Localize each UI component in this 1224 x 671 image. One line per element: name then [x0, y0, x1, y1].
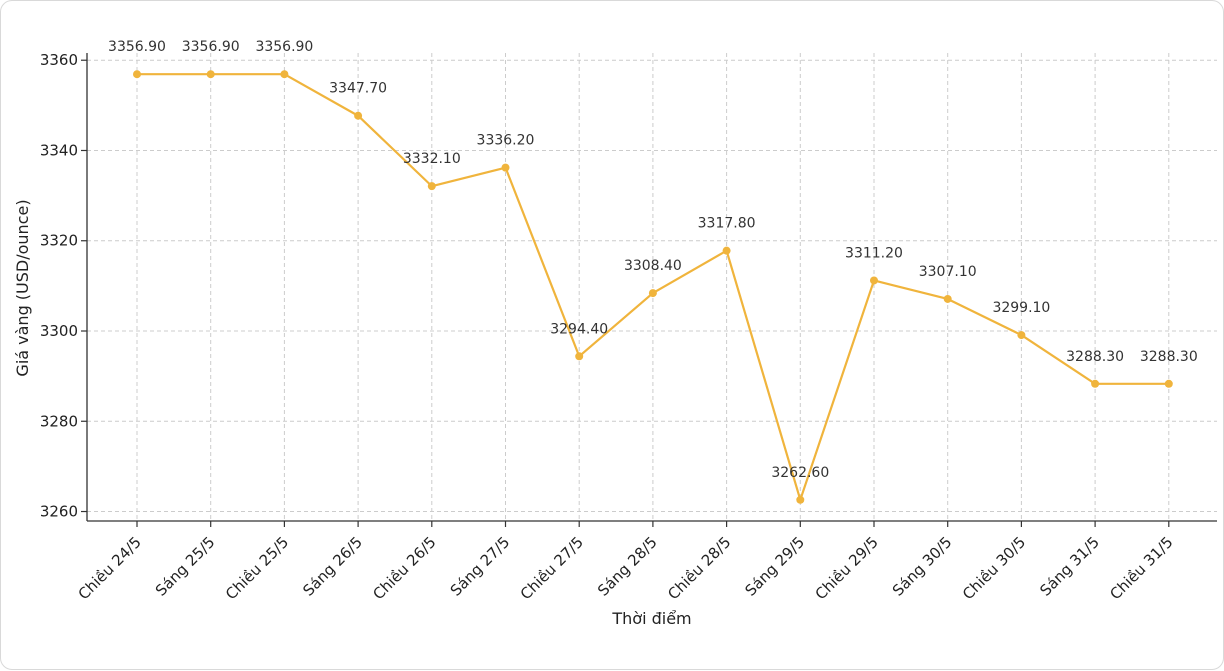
y-axis-title: Giá vàng (USD/ounce) [13, 199, 32, 376]
data-label: 3332.10 [403, 151, 461, 167]
x-tick-label: Chiều 30/5 [959, 533, 1029, 603]
data-label: 3308.40 [624, 258, 682, 274]
x-tick-label: Chiều 29/5 [812, 533, 882, 603]
data-point [133, 70, 141, 79]
data-point [1091, 379, 1100, 388]
data-point [280, 70, 289, 79]
data-point [943, 294, 952, 303]
data-label: 3356.90 [108, 39, 166, 55]
data-label: 3356.90 [255, 39, 313, 55]
data-label: 3307.10 [919, 264, 977, 280]
data-label: 3288.30 [1140, 349, 1198, 365]
data-labels: 3356.90 3356.90 3356.90 3347.70 3332.10 3336.… [108, 39, 1198, 481]
x-tick-label: Sáng 28/5 [594, 533, 661, 600]
x-tick-label: Chiều 24/5 [75, 533, 145, 603]
data-label: 3262.60 [771, 465, 829, 481]
y-tick-label: 3300 [40, 322, 78, 340]
x-axis-title: Thời điểm [611, 609, 691, 628]
x-tick-label: Chiều 31/5 [1106, 533, 1176, 603]
data-label: 3311.20 [845, 245, 903, 261]
x-tick-label: Sáng 27/5 [447, 533, 514, 600]
grid-lines [87, 53, 1217, 521]
data-point [1164, 379, 1173, 388]
y-tick-label: 3260 [40, 503, 78, 521]
data-point [796, 495, 805, 504]
x-tick-label: Sáng 26/5 [299, 533, 366, 600]
x-tick-label: Sáng 31/5 [1036, 533, 1103, 600]
data-point [206, 70, 215, 79]
y-tick-label: 3280 [40, 412, 78, 430]
data-label: 3317.80 [698, 216, 756, 232]
x-tick-label: Sáng 30/5 [889, 533, 956, 600]
data-point [1017, 331, 1026, 340]
x-tick-label: Chiều 27/5 [517, 533, 587, 603]
x-tick-label: Sáng 29/5 [742, 533, 809, 600]
y-tick-label: 3360 [40, 51, 78, 69]
data-point [722, 246, 731, 255]
data-point [575, 352, 584, 361]
series-group [133, 70, 1173, 504]
axes [81, 53, 1217, 527]
data-label: 3347.70 [329, 81, 387, 97]
data-point [648, 289, 657, 298]
y-tick-label: 3340 [40, 141, 78, 159]
x-tick-label: Sáng 25/5 [152, 533, 219, 600]
data-point [501, 163, 510, 172]
x-tick-label: Chiều 25/5 [222, 533, 292, 603]
data-point [354, 111, 363, 120]
y-tick-label: 3320 [40, 232, 78, 250]
data-point [870, 276, 878, 285]
data-label: 3336.20 [477, 133, 535, 149]
x-tick-label: Chiều 28/5 [664, 533, 734, 603]
data-label: 3294.40 [550, 321, 608, 337]
data-point [427, 182, 436, 191]
data-label: 3299.10 [992, 300, 1050, 316]
data-label: 3356.90 [182, 39, 240, 55]
data-label: 3288.30 [1066, 349, 1124, 365]
x-tick-label: Chiều 26/5 [369, 533, 439, 603]
